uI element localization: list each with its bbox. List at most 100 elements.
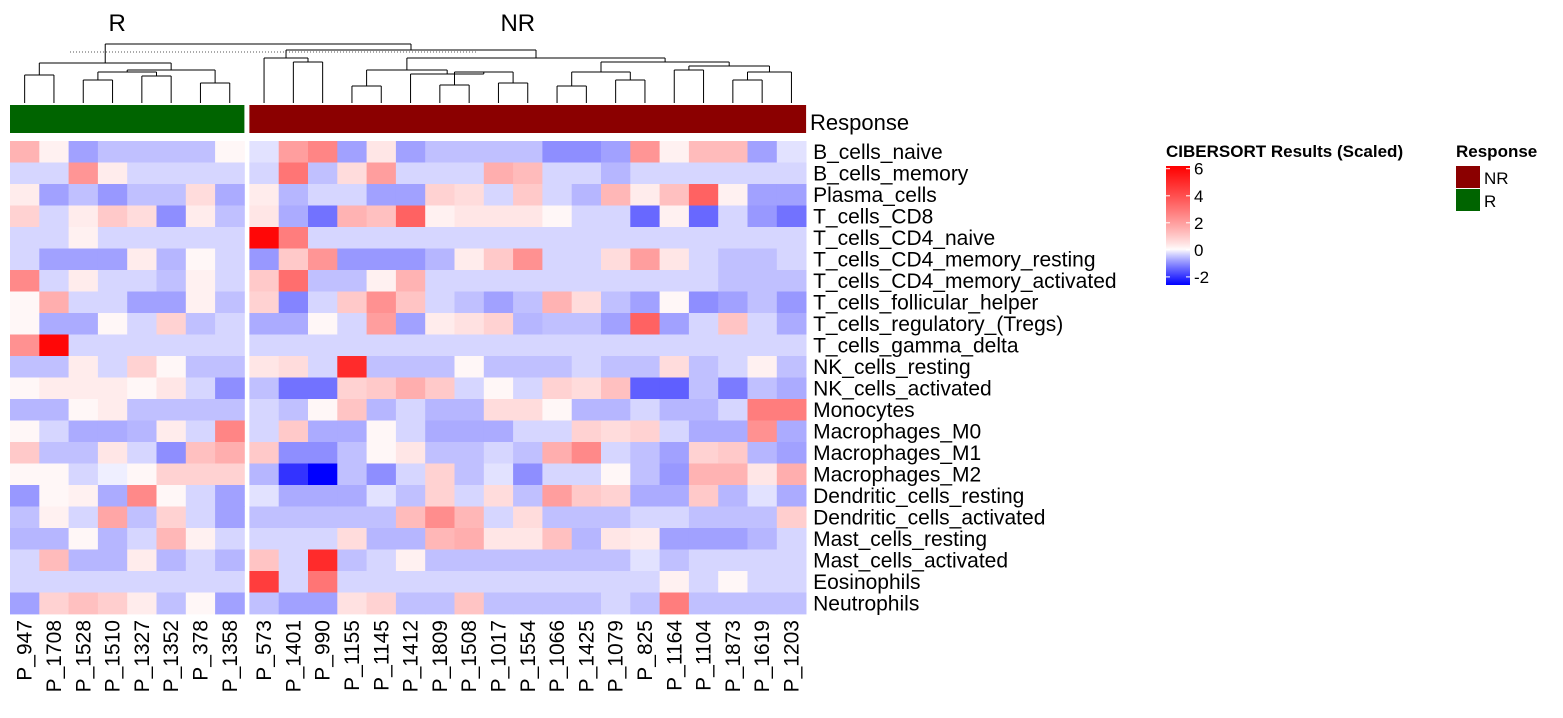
- heatmap-cell: [747, 356, 778, 378]
- heatmap-cell: [156, 485, 187, 507]
- heatmap-cell: [601, 356, 631, 378]
- heatmap-cell: [215, 549, 245, 572]
- heatmap-cell: [337, 205, 367, 228]
- heatmap-cell: [10, 442, 40, 464]
- heatmap-cell: [97, 356, 128, 378]
- heatmap-cell: [571, 485, 602, 507]
- heatmap-cell: [39, 528, 69, 550]
- heatmap-cell: [571, 291, 602, 314]
- heatmap-cell: [308, 313, 338, 335]
- heatmap-cell: [10, 270, 40, 292]
- heatmap-cell: [513, 334, 543, 357]
- heatmap-cell: [513, 162, 543, 185]
- column-label: P_1017: [487, 620, 510, 692]
- heatmap-cell: [215, 592, 245, 615]
- heatmap-cell: [278, 549, 309, 572]
- heatmap-cell: [454, 442, 485, 464]
- heatmap-cell: [454, 162, 485, 185]
- heatmap-cell: [68, 377, 99, 400]
- heatmap-cell: [127, 227, 157, 249]
- heatmap-cell: [308, 291, 338, 314]
- heatmap-cell: [395, 313, 426, 335]
- heatmap-cell: [425, 141, 455, 163]
- heatmap-cell: [688, 442, 719, 464]
- heatmap-cell: [718, 141, 748, 163]
- heatmap-cell: [185, 399, 216, 421]
- heatmap-cell: [425, 313, 455, 335]
- row-label: Dendritic_cells_resting: [813, 485, 1024, 508]
- heatmap-cell: [395, 248, 426, 271]
- column-label: P_1401: [282, 620, 305, 692]
- heatmap-cell: [454, 356, 485, 378]
- heatmap-cell: [68, 248, 99, 271]
- heatmap-cell: [601, 205, 631, 228]
- heatmap-cell: [483, 442, 514, 464]
- heatmap-cell: [483, 205, 514, 228]
- heatmap-cell: [776, 463, 807, 486]
- heatmap-cell: [659, 463, 690, 486]
- heatmap-cell: [425, 162, 455, 185]
- heatmap-cell: [249, 442, 280, 464]
- heatmap-cell: [308, 141, 338, 163]
- heatmap-cell: [366, 334, 397, 357]
- heatmap-cell: [454, 485, 485, 507]
- heatmap-cell: [601, 463, 631, 486]
- heatmap-cell: [395, 141, 426, 163]
- heatmap-cell: [483, 506, 514, 529]
- heatmap-cell: [97, 592, 128, 615]
- heatmap-cell: [688, 528, 719, 550]
- heatmap-cell: [571, 592, 602, 615]
- heatmap-cell: [278, 270, 309, 292]
- heatmap-cell: [156, 571, 187, 593]
- heatmap-cell: [513, 141, 543, 163]
- heatmap-cell: [776, 571, 807, 593]
- heatmap-cell: [10, 291, 40, 314]
- heatmap-cell: [776, 506, 807, 529]
- heatmap-cell: [39, 442, 69, 464]
- heatmap-cell: [776, 248, 807, 271]
- heatmap-cell: [185, 227, 216, 249]
- heatmap-cell: [308, 549, 338, 572]
- heatmap-cell: [776, 399, 807, 421]
- heatmap-cell: [366, 141, 397, 163]
- heatmap-cell: [542, 291, 573, 314]
- heatmap-cell: [601, 549, 631, 572]
- heatmap-cell: [127, 334, 157, 357]
- heatmap-cell: [215, 463, 245, 486]
- heatmap-cell: [630, 399, 660, 421]
- heatmap-cell: [571, 162, 602, 185]
- heatmap-cell: [454, 227, 485, 249]
- heatmap-cell: [659, 356, 690, 378]
- column-label: P_1079: [605, 620, 628, 692]
- heatmap-cell: [659, 571, 690, 593]
- heatmap-cell: [718, 291, 748, 314]
- column-label: P_1327: [131, 620, 154, 692]
- heatmap-cell: [39, 334, 69, 357]
- heatmap-cell: [601, 571, 631, 593]
- heatmap-cell: [215, 571, 245, 593]
- heatmap-cell: [215, 248, 245, 271]
- heatmap-cell: [483, 291, 514, 314]
- heatmap-cell: [601, 141, 631, 163]
- heatmap-cell: [249, 356, 280, 378]
- column-label: P_1508: [458, 620, 481, 692]
- column-label: P_573: [253, 620, 276, 681]
- heatmap-cell: [68, 549, 99, 572]
- heatmap-cell: [542, 141, 573, 163]
- column-dendrogram: [24, 43, 792, 103]
- heatmap-cell: [718, 485, 748, 507]
- heatmap-cell: [156, 162, 187, 185]
- heatmap-cell: [659, 248, 690, 271]
- heatmap-cell: [97, 528, 128, 550]
- row-labels: B_cells_naiveB_cells_memoryPlasma_cellsT…: [813, 141, 1116, 615]
- heatmap-cell: [454, 592, 485, 615]
- heatmap-cell: [156, 592, 187, 615]
- heatmap-cell: [68, 442, 99, 464]
- heatmap-cell: [395, 442, 426, 464]
- heatmap-cell: [308, 420, 338, 443]
- heatmap-cell: [718, 313, 748, 335]
- heatmap-cell: [776, 356, 807, 378]
- heatmap-cell: [127, 442, 157, 464]
- heatmap-cell: [185, 248, 216, 271]
- heatmap-cell: [454, 270, 485, 292]
